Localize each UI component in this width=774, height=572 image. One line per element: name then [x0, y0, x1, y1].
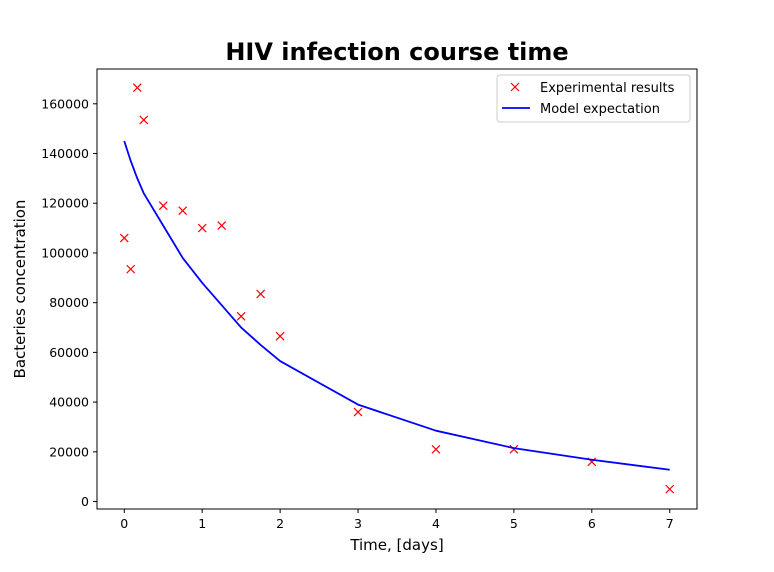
y-tick-label: 80000 — [49, 295, 89, 310]
y-tick-label: 120000 — [41, 196, 89, 211]
plot-series — [119, 83, 675, 494]
x-tick-label: 5 — [510, 516, 518, 531]
data-point-experimental — [126, 264, 136, 274]
x-tick-label: 6 — [588, 516, 596, 531]
data-point-experimental — [217, 221, 227, 231]
data-point-experimental — [236, 311, 246, 321]
y-tick-label: 20000 — [49, 444, 89, 459]
plot-frame — [96, 68, 698, 510]
x-tick-label: 2 — [276, 516, 284, 531]
y-tick-label: 100000 — [41, 245, 89, 260]
x-ticks: 0 1 2 3 4 5 6 7 — [120, 509, 674, 531]
x-tick-label: 0 — [120, 516, 128, 531]
legend-label-model: Model expectation — [540, 102, 660, 117]
legend: Experimental results Model expectation — [496, 74, 691, 123]
x-tick-label: 7 — [666, 516, 674, 531]
y-tick-label: 60000 — [49, 345, 89, 360]
x-tick-label: 4 — [432, 516, 440, 531]
x-axis-label: Time, [days] — [349, 536, 443, 554]
y-tick-label: 160000 — [41, 96, 89, 111]
y-tick-label: 0 — [81, 494, 89, 509]
y-tick-label: 140000 — [41, 146, 89, 161]
y-tick-label: 40000 — [49, 395, 89, 410]
data-point-experimental — [139, 115, 149, 125]
data-point-experimental — [158, 201, 168, 211]
y-ticks: 0 20000 40000 60000 80000 100000 120000 140000 1… — [41, 96, 97, 509]
data-point-experimental — [197, 223, 207, 233]
series-line-model-expectation — [123, 140, 670, 471]
data-point-experimental — [665, 484, 675, 494]
x-tick-label: 3 — [354, 516, 362, 531]
data-point-experimental — [275, 331, 285, 341]
data-point-experimental — [132, 83, 142, 93]
legend-box — [496, 74, 691, 123]
data-point-experimental — [431, 444, 441, 454]
legend-marker-x — [510, 82, 520, 92]
data-point-experimental — [119, 233, 129, 243]
chart-title: HIV infection course time — [225, 38, 568, 66]
y-axis-label: Bacteries concentration — [11, 200, 29, 379]
data-point-experimental — [178, 206, 188, 216]
legend-label-experimental: Experimental results — [540, 81, 675, 96]
x-tick-label: 1 — [198, 516, 206, 531]
data-point-experimental — [353, 407, 363, 417]
data-point-experimental — [256, 289, 266, 299]
